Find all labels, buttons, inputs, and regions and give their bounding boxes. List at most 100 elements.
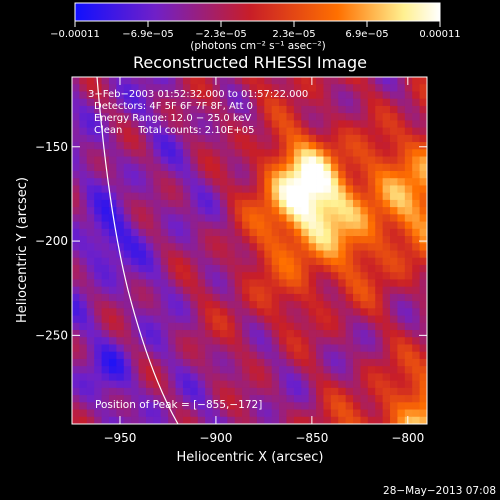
heatmap-cell	[338, 337, 347, 345]
heatmap-cell	[182, 84, 191, 92]
heatmap-cell	[271, 380, 280, 389]
heatmap-cell	[219, 257, 228, 266]
heatmap-cell	[153, 199, 162, 208]
heatmap-cell	[94, 98, 102, 107]
heatmap-cell	[160, 380, 169, 389]
heatmap-cell	[345, 163, 354, 172]
heatmap-cell	[353, 373, 361, 382]
heatmap-cell	[160, 351, 169, 360]
heatmap-cell	[86, 142, 95, 150]
heatmap-cell	[108, 105, 117, 114]
heatmap-cell	[293, 373, 302, 382]
heatmap-cell	[160, 105, 169, 114]
heatmap-cell	[249, 214, 258, 222]
heatmap-cell	[286, 402, 295, 410]
heatmap-cell	[419, 351, 427, 360]
heatmap-cell	[271, 322, 280, 331]
heatmap-cell	[353, 257, 361, 266]
heatmap-cell	[212, 308, 221, 316]
heatmap-cell	[353, 178, 361, 186]
heatmap-cell	[94, 113, 102, 121]
heatmap-cell	[301, 409, 310, 418]
heatmap-cell	[412, 105, 421, 114]
heatmap-cell	[271, 315, 280, 324]
heatmap-cell	[212, 293, 221, 302]
heatmap-cell	[412, 134, 421, 143]
heatmap-cell	[197, 293, 206, 302]
heatmap-cell	[205, 91, 213, 100]
heatmap-cell	[279, 214, 287, 222]
heatmap-cell	[390, 214, 398, 222]
heatmap-cell	[145, 322, 154, 331]
heatmap-cell	[316, 366, 324, 374]
heatmap-cell	[205, 257, 213, 266]
heatmap-cell	[227, 315, 236, 324]
heatmap-cell	[234, 170, 243, 179]
heatmap-cell	[86, 199, 95, 208]
heatmap-cell	[182, 98, 191, 107]
heatmap-cell	[286, 344, 295, 353]
heatmap-cell	[123, 308, 132, 316]
heatmap-cell	[308, 301, 317, 309]
heatmap-cell	[264, 127, 273, 136]
heatmap-cell	[227, 149, 236, 157]
heatmap-cell	[138, 236, 147, 244]
heatmap-cell	[108, 279, 117, 288]
heatmap-cell	[271, 127, 280, 136]
heatmap-cell	[116, 358, 125, 367]
heatmap-cell	[249, 301, 258, 309]
heatmap-cell	[219, 127, 228, 136]
heatmap-cell	[79, 387, 88, 396]
heatmap-cell	[316, 409, 324, 418]
heatmap-cell	[138, 120, 147, 129]
heatmap-cell	[234, 77, 243, 85]
heatmap-cell	[160, 322, 169, 331]
heatmap-cell	[271, 387, 280, 396]
heatmap-cell	[197, 221, 206, 230]
heatmap-cell	[316, 250, 324, 259]
heatmap-cell	[145, 127, 154, 136]
heatmap-cell	[404, 221, 413, 230]
heatmap-cell	[131, 134, 139, 143]
heatmap-cell	[138, 308, 147, 316]
heatmap-cell	[242, 380, 250, 389]
heatmap-cell	[72, 105, 80, 114]
heatmap-cell	[353, 170, 361, 179]
heatmap-cell	[323, 156, 332, 165]
heatmap-cell	[286, 373, 295, 382]
heatmap-cell	[72, 214, 80, 222]
heatmap-cell	[390, 315, 398, 324]
heatmap-cell	[205, 366, 213, 374]
heatmap-cell	[375, 192, 384, 201]
heatmap-cell	[271, 113, 280, 121]
heatmap-cell	[330, 170, 339, 179]
heatmap-cell	[316, 98, 324, 107]
heatmap-cell	[219, 351, 228, 360]
heatmap-cell	[264, 416, 273, 424]
heatmap-cell	[375, 163, 384, 172]
heatmap-cell	[205, 199, 213, 208]
heatmap-cell	[338, 105, 347, 114]
heatmap-cell	[190, 272, 199, 280]
heatmap-cell	[323, 228, 332, 237]
heatmap-cell	[412, 142, 421, 150]
heatmap-cell	[404, 199, 413, 208]
heatmap-cell	[286, 315, 295, 324]
heatmap-cell	[338, 98, 347, 107]
heatmap-cell	[168, 105, 176, 114]
heatmap-cell	[205, 243, 213, 251]
heatmap-cell	[271, 250, 280, 259]
heatmap-cell	[108, 358, 117, 367]
heatmap-cell	[345, 236, 354, 244]
heatmap-cell	[338, 279, 347, 288]
heatmap-cell	[131, 409, 139, 418]
heatmap-cell	[264, 77, 273, 85]
heatmap-cell	[182, 351, 191, 360]
heatmap-cell	[168, 199, 176, 208]
heatmap-cell	[86, 77, 95, 85]
heatmap-cell	[360, 98, 369, 107]
heatmap-cell	[279, 387, 287, 396]
heatmap-cell	[271, 199, 280, 208]
heatmap-cell	[323, 84, 332, 92]
heatmap-cell	[212, 257, 221, 266]
